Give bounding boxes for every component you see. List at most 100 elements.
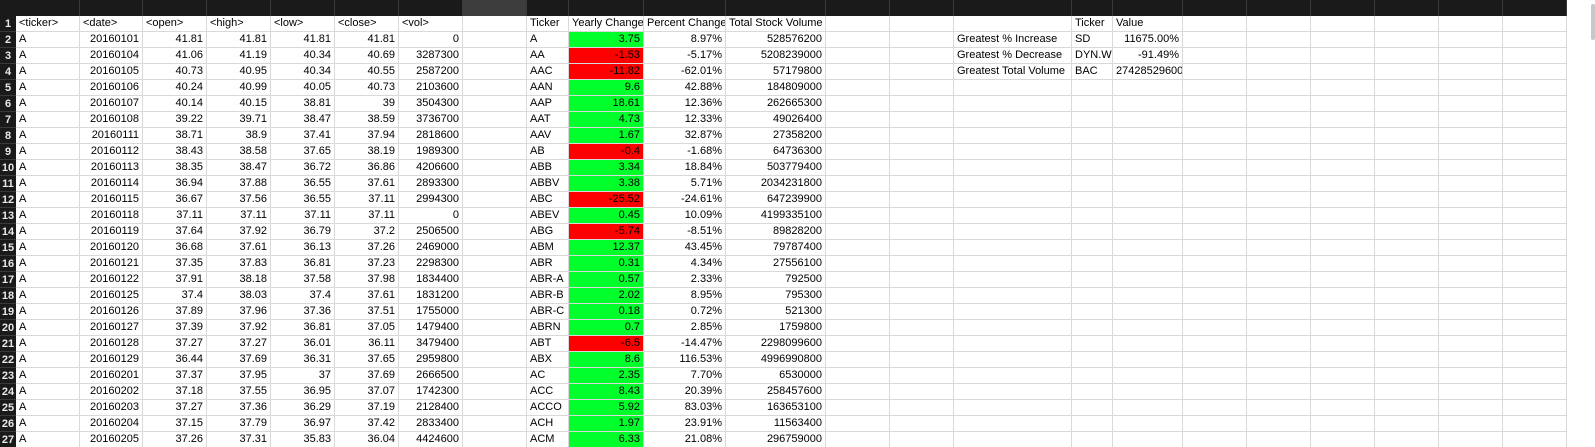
- cell-p8[interactable]: [1072, 128, 1113, 144]
- cell-d9[interactable]: 38.58: [207, 144, 271, 160]
- cell-r9[interactable]: [1183, 144, 1247, 160]
- cell-t17[interactable]: [1311, 272, 1375, 288]
- cell-p27[interactable]: [1072, 432, 1113, 447]
- cell-a16[interactable]: A: [16, 256, 80, 272]
- cell-w24[interactable]: [1503, 384, 1567, 400]
- cell-m22[interactable]: [826, 352, 890, 368]
- cell-s27[interactable]: [1247, 432, 1311, 447]
- cell-e22[interactable]: 36.31: [271, 352, 335, 368]
- cell-j1[interactable]: Yearly Change: [569, 16, 644, 32]
- cell-v17[interactable]: [1439, 272, 1503, 288]
- cell-e23[interactable]: 37: [271, 368, 335, 384]
- cell-k24[interactable]: 20.39%: [644, 384, 726, 400]
- cell-l8[interactable]: 27358200: [726, 128, 826, 144]
- cell-p2[interactable]: SD: [1072, 32, 1113, 48]
- cell-i4[interactable]: AAC: [527, 64, 569, 80]
- cell-f18[interactable]: 37.61: [335, 288, 399, 304]
- cell-t18[interactable]: [1311, 288, 1375, 304]
- column-header-o[interactable]: [954, 0, 1072, 16]
- cell-h6[interactable]: [463, 96, 527, 112]
- cell-l7[interactable]: 49026400: [726, 112, 826, 128]
- cell-n27[interactable]: [890, 432, 954, 447]
- cell-p14[interactable]: [1072, 224, 1113, 240]
- cell-q27[interactable]: [1113, 432, 1183, 447]
- cell-a4[interactable]: A: [16, 64, 80, 80]
- cell-n8[interactable]: [890, 128, 954, 144]
- cell-g26[interactable]: 2833400: [399, 416, 463, 432]
- cell-v2[interactable]: [1439, 32, 1503, 48]
- cell-m3[interactable]: [826, 48, 890, 64]
- cell-h14[interactable]: [463, 224, 527, 240]
- row-header[interactable]: 6: [0, 96, 16, 112]
- cell-s10[interactable]: [1247, 160, 1311, 176]
- cell-m5[interactable]: [826, 80, 890, 96]
- cell-w17[interactable]: [1503, 272, 1567, 288]
- cell-w19[interactable]: [1503, 304, 1567, 320]
- cell-p10[interactable]: [1072, 160, 1113, 176]
- cell-r3[interactable]: [1183, 48, 1247, 64]
- cell-p3[interactable]: DYN.W: [1072, 48, 1113, 64]
- cell-k8[interactable]: 32.87%: [644, 128, 726, 144]
- cell-p15[interactable]: [1072, 240, 1113, 256]
- cell-n20[interactable]: [890, 320, 954, 336]
- cell-u15[interactable]: [1375, 240, 1439, 256]
- cell-a15[interactable]: A: [16, 240, 80, 256]
- cell-s5[interactable]: [1247, 80, 1311, 96]
- cell-h13[interactable]: [463, 208, 527, 224]
- cell-c11[interactable]: 36.94: [143, 176, 207, 192]
- cell-c12[interactable]: 36.67: [143, 192, 207, 208]
- cell-t23[interactable]: [1311, 368, 1375, 384]
- cell-m4[interactable]: [826, 64, 890, 80]
- cell-t1[interactable]: [1311, 16, 1375, 32]
- cell-u18[interactable]: [1375, 288, 1439, 304]
- cell-j11[interactable]: 3.38: [569, 176, 644, 192]
- cell-p5[interactable]: [1072, 80, 1113, 96]
- cell-g23[interactable]: 2666500: [399, 368, 463, 384]
- cell-o13[interactable]: [954, 208, 1072, 224]
- cell-o21[interactable]: [954, 336, 1072, 352]
- cell-q9[interactable]: [1113, 144, 1183, 160]
- cell-g17[interactable]: 1834400: [399, 272, 463, 288]
- cell-l3[interactable]: 5208239000: [726, 48, 826, 64]
- cell-c19[interactable]: 37.89: [143, 304, 207, 320]
- cell-t12[interactable]: [1311, 192, 1375, 208]
- cell-c27[interactable]: 37.26: [143, 432, 207, 447]
- cell-w10[interactable]: [1503, 160, 1567, 176]
- cell-b11[interactable]: 20160114: [80, 176, 143, 192]
- cell-a10[interactable]: A: [16, 160, 80, 176]
- cell-q17[interactable]: [1113, 272, 1183, 288]
- cell-m19[interactable]: [826, 304, 890, 320]
- cell-u16[interactable]: [1375, 256, 1439, 272]
- cell-s14[interactable]: [1247, 224, 1311, 240]
- cell-g16[interactable]: 2298300: [399, 256, 463, 272]
- cell-k12[interactable]: -24.61%: [644, 192, 726, 208]
- cell-w21[interactable]: [1503, 336, 1567, 352]
- cell-b12[interactable]: 20160115: [80, 192, 143, 208]
- column-header-s[interactable]: [1247, 0, 1311, 16]
- cell-g7[interactable]: 3736700: [399, 112, 463, 128]
- select-all-corner[interactable]: [0, 0, 16, 16]
- cell-d18[interactable]: 38.03: [207, 288, 271, 304]
- cell-t3[interactable]: [1311, 48, 1375, 64]
- cell-i3[interactable]: AA: [527, 48, 569, 64]
- cell-g5[interactable]: 2103600: [399, 80, 463, 96]
- cell-g18[interactable]: 1831200: [399, 288, 463, 304]
- cell-g2[interactable]: 0: [399, 32, 463, 48]
- cell-v6[interactable]: [1439, 96, 1503, 112]
- cell-d24[interactable]: 37.55: [207, 384, 271, 400]
- cell-g13[interactable]: 0: [399, 208, 463, 224]
- cell-e11[interactable]: 36.55: [271, 176, 335, 192]
- cell-t27[interactable]: [1311, 432, 1375, 447]
- cell-c15[interactable]: 36.68: [143, 240, 207, 256]
- cell-l6[interactable]: 262665300: [726, 96, 826, 112]
- cell-m12[interactable]: [826, 192, 890, 208]
- cell-i7[interactable]: AAT: [527, 112, 569, 128]
- cell-o17[interactable]: [954, 272, 1072, 288]
- row-header[interactable]: 24: [0, 384, 16, 400]
- cell-f4[interactable]: 40.55: [335, 64, 399, 80]
- cell-a1[interactable]: <ticker>: [16, 16, 80, 32]
- cell-f15[interactable]: 37.26: [335, 240, 399, 256]
- cell-p6[interactable]: [1072, 96, 1113, 112]
- cell-g1[interactable]: <vol>: [399, 16, 463, 32]
- cell-i26[interactable]: ACH: [527, 416, 569, 432]
